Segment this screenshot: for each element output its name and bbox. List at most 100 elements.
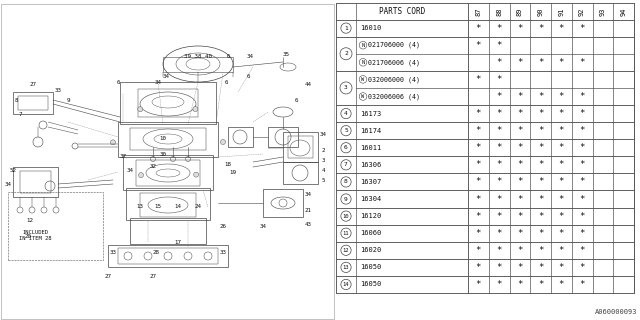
Bar	[228, 127, 253, 147]
Text: *: *	[497, 126, 502, 135]
Text: 33: 33	[220, 250, 227, 254]
Text: *: *	[497, 24, 502, 33]
Text: 27: 27	[29, 82, 36, 86]
Bar	[163, 57, 233, 72]
Text: 5: 5	[321, 178, 324, 182]
Text: *: *	[538, 58, 543, 67]
Text: *: *	[497, 41, 502, 50]
Text: *: *	[476, 229, 481, 238]
Text: 6: 6	[224, 79, 228, 84]
Bar	[130, 218, 206, 244]
Text: *: *	[559, 212, 564, 220]
Text: 6: 6	[116, 79, 120, 84]
Text: *: *	[497, 195, 502, 204]
Text: *: *	[538, 246, 543, 255]
Text: *: *	[517, 246, 523, 255]
Circle shape	[359, 76, 367, 83]
Text: *: *	[559, 109, 564, 118]
Text: *: *	[497, 229, 502, 238]
Text: *: *	[497, 177, 502, 187]
Text: 94: 94	[621, 7, 627, 16]
Text: 34: 34	[163, 75, 170, 79]
Text: 15: 15	[154, 204, 161, 210]
Text: 16050: 16050	[360, 264, 381, 270]
Text: 26: 26	[220, 225, 227, 229]
Text: *: *	[579, 280, 585, 289]
Text: 43: 43	[305, 221, 312, 227]
Text: *: *	[559, 177, 564, 187]
Text: *: *	[579, 246, 585, 255]
Text: 89: 89	[517, 7, 523, 16]
Bar	[20, 171, 51, 193]
Text: 6: 6	[294, 98, 298, 102]
Text: 34: 34	[305, 191, 312, 196]
Text: 10: 10	[159, 135, 166, 140]
Text: 8: 8	[14, 98, 18, 102]
Text: 9: 9	[344, 196, 348, 202]
Bar	[140, 193, 196, 217]
Text: *: *	[497, 246, 502, 255]
Text: 13: 13	[136, 204, 143, 210]
Circle shape	[341, 228, 351, 238]
Text: 6: 6	[246, 75, 250, 79]
Text: *: *	[497, 263, 502, 272]
Circle shape	[111, 140, 115, 145]
Text: *: *	[476, 41, 481, 50]
Bar	[120, 82, 216, 124]
Circle shape	[341, 211, 351, 221]
Circle shape	[359, 59, 367, 66]
Text: 30: 30	[159, 151, 166, 156]
Text: *: *	[538, 160, 543, 169]
Text: *: *	[538, 143, 543, 152]
Bar	[288, 136, 313, 158]
Circle shape	[341, 194, 351, 204]
Text: *: *	[497, 160, 502, 169]
Text: 33: 33	[54, 87, 61, 92]
Text: *: *	[538, 280, 543, 289]
Text: 32: 32	[150, 164, 157, 170]
Text: *: *	[559, 280, 564, 289]
Text: 17: 17	[175, 239, 182, 244]
Text: *: *	[559, 263, 564, 272]
Circle shape	[341, 143, 351, 153]
Text: *: *	[476, 109, 481, 118]
Text: *: *	[517, 160, 523, 169]
Text: 10: 10	[343, 213, 349, 219]
Text: 34: 34	[154, 79, 161, 84]
Text: *: *	[538, 92, 543, 101]
Text: 3: 3	[321, 157, 324, 163]
Text: 37: 37	[120, 154, 127, 158]
Text: 18: 18	[225, 162, 232, 166]
Text: W: W	[362, 94, 365, 99]
Text: *: *	[579, 109, 585, 118]
Text: *: *	[538, 109, 543, 118]
Text: *: *	[476, 246, 481, 255]
Text: 16011: 16011	[360, 145, 381, 151]
Circle shape	[341, 245, 351, 255]
Bar	[118, 248, 218, 264]
Text: 4: 4	[321, 167, 324, 172]
Text: *: *	[579, 177, 585, 187]
Text: 16010: 16010	[360, 25, 381, 31]
Bar	[268, 127, 298, 147]
Text: *: *	[579, 143, 585, 152]
Text: 88: 88	[496, 7, 502, 16]
Bar	[126, 188, 210, 220]
Text: *: *	[538, 177, 543, 187]
Text: *: *	[497, 58, 502, 67]
Text: 19: 19	[230, 170, 237, 174]
Text: *: *	[517, 177, 523, 187]
Text: 11: 11	[343, 231, 349, 236]
Text: *: *	[497, 280, 502, 289]
Text: *: *	[497, 75, 502, 84]
Bar	[138, 89, 198, 117]
Text: 34: 34	[319, 132, 326, 137]
Text: 44: 44	[305, 82, 312, 86]
Text: 27: 27	[150, 275, 157, 279]
Text: 1: 1	[344, 26, 348, 31]
Circle shape	[340, 48, 352, 60]
Text: 16020: 16020	[360, 247, 381, 253]
Text: *: *	[579, 195, 585, 204]
Text: 16174: 16174	[360, 128, 381, 134]
Circle shape	[341, 279, 351, 290]
